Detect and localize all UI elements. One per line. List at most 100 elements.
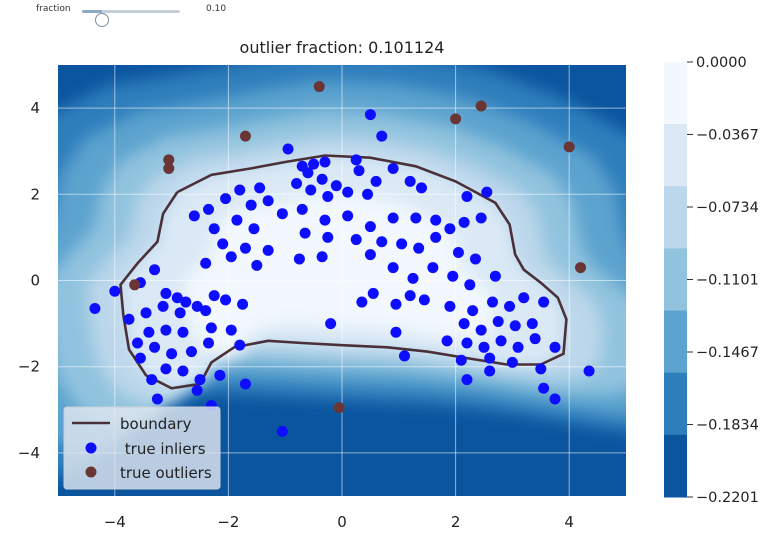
inlier-point [512,341,524,353]
inlier-point [418,294,430,306]
inlier-point [475,212,487,224]
colorbar-ticks: 0.0000 −0.0367 −0.0734 −0.1101 −0.1467 −0.183… [687,55,759,506]
inlier-point [410,212,422,224]
outlier-point [239,130,251,142]
contour-level-6 [184,193,497,356]
inlier-point [364,109,376,121]
decision-function-contours [58,65,626,477]
colorbar-tick-label: 0.0000 [696,55,747,71]
inlier-point [132,337,144,349]
inlier-point [231,214,243,226]
inlier-point [404,290,416,302]
inlier-point [489,270,501,282]
inlier-points [89,109,595,437]
colorbar-band [664,310,687,374]
fraction-slider-label: fraction [36,4,71,14]
inlier-point [376,130,388,142]
inlier-point [282,143,294,155]
inlier-point [237,298,249,310]
outlier-point [563,141,575,153]
inlier-point [157,300,169,312]
inlier-point [166,348,178,360]
inlier-point [293,253,305,265]
colorbar-tick-label: −0.1834 [696,418,759,434]
inlier-point [427,262,439,274]
inlier-point [89,303,101,315]
inlier-point [342,186,354,198]
inlier-point [492,315,504,327]
colorbar-band [664,248,687,312]
inlier-point [447,270,459,282]
inlier-point [322,190,334,202]
inlier-point [200,305,212,317]
inlier-point [484,365,496,377]
inlier-point [262,244,274,256]
y-tick-label: −4 [18,444,40,462]
inlier-point [370,175,382,187]
inlier-point [305,184,317,196]
inlier-point [469,253,481,265]
inlier-point [487,296,499,308]
inlier-point [177,326,189,338]
x-tick-label: −2 [217,513,239,531]
inlier-point [430,214,442,226]
inlier-point [549,393,561,405]
inlier-point [398,350,410,362]
inlier-point [151,393,163,405]
fraction-slider-thumb[interactable] [94,13,109,27]
outlier-points [129,81,587,414]
inlier-point [387,212,399,224]
fraction-slider-track[interactable] [82,10,180,27]
inlier-point [387,262,399,274]
y-tick-label: 4 [30,99,40,117]
inlier-point [262,195,274,207]
inlier-point [180,296,192,308]
inlier-point [217,238,229,250]
inlier-point [367,287,379,299]
inlier-point [191,300,203,312]
inlier-point [185,346,197,358]
inlier-point [200,257,212,269]
colorbar-tick-label: −0.1467 [696,345,759,361]
colorbar-bands [664,62,687,498]
inlier-point [205,322,217,334]
inlier-point [123,313,135,325]
x-tick-label: 2 [451,513,461,531]
y-tick-label: −2 [18,358,40,376]
inlier-point [458,216,470,228]
inlier-point [308,158,320,170]
inlier-point [299,227,311,239]
inlier-point [407,272,419,284]
inlier-point [364,249,376,261]
colorbar-band [664,372,687,436]
inlier-point [376,236,388,248]
legend-outlier-marker [85,466,97,478]
y-tick-label: 0 [30,272,40,290]
inlier-point [364,221,376,233]
colorbar-band [664,124,687,187]
inlier-point [538,382,550,394]
inlier-point [208,223,220,235]
inlier-point [239,378,251,390]
inlier-point [441,335,453,347]
inlier-point [504,300,516,312]
fraction-slider-fill [82,10,102,13]
inlier-point [134,352,146,364]
legend-inlier-marker [85,442,97,454]
inlier-point [356,296,368,308]
inlier-point [319,214,331,226]
inlier-point [160,363,172,375]
inlier-point [353,165,365,177]
legend-outlier-label: true outliers [120,464,212,482]
inlier-point [248,223,260,235]
inlier-point [160,324,172,336]
inlier-point [444,300,456,312]
inlier-point [149,341,161,353]
y-axis-ticks: −4 −2 0 2 4 [18,99,40,462]
inlier-point [396,238,408,250]
legend-inlier-label: true inliers [120,440,206,458]
colorbar-tick-label: −0.1101 [696,273,759,289]
inlier-point [484,352,496,364]
inlier-point [160,287,172,299]
